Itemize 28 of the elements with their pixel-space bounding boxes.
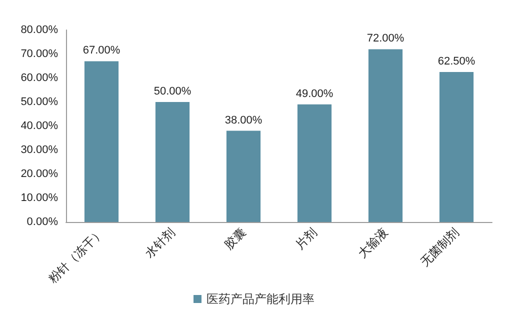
x-tick-label: 大输液 — [355, 225, 390, 260]
y-tick-label: 0.00% — [26, 216, 58, 228]
data-label: 62.50% — [438, 56, 476, 68]
y-tick-label: 80.00% — [20, 24, 58, 36]
y-tick-label: 50.00% — [20, 96, 58, 108]
bar — [226, 130, 261, 222]
bar — [439, 72, 474, 222]
bar — [155, 102, 190, 222]
x-tick-label: 粉针（冻干） — [46, 225, 106, 286]
data-label: 72.00% — [366, 32, 404, 45]
y-tick-label: 20.00% — [20, 168, 58, 180]
bar — [84, 61, 119, 222]
bar — [297, 104, 332, 222]
y-tick-label: 40.00% — [20, 120, 58, 132]
data-label: 38.00% — [224, 114, 262, 126]
y-tick-label: 70.00% — [20, 48, 58, 60]
y-tick-label: 10.00% — [20, 192, 58, 204]
data-label: 49.00% — [296, 88, 334, 100]
x-tick-label: 胶囊 — [222, 225, 248, 252]
legend-label: 医药产品产能利用率 — [206, 292, 314, 306]
y-tick-label: 60.00% — [20, 72, 58, 84]
x-tick-label: 片剂 — [292, 225, 320, 252]
x-tick-label: 水针剂 — [142, 225, 178, 260]
data-label: 67.00% — [82, 44, 120, 57]
y-tick-label: 30.00% — [20, 144, 58, 156]
data-label: 50.00% — [154, 86, 192, 98]
x-tick-label: 无菌制剂 — [418, 225, 462, 269]
bar — [368, 49, 403, 222]
